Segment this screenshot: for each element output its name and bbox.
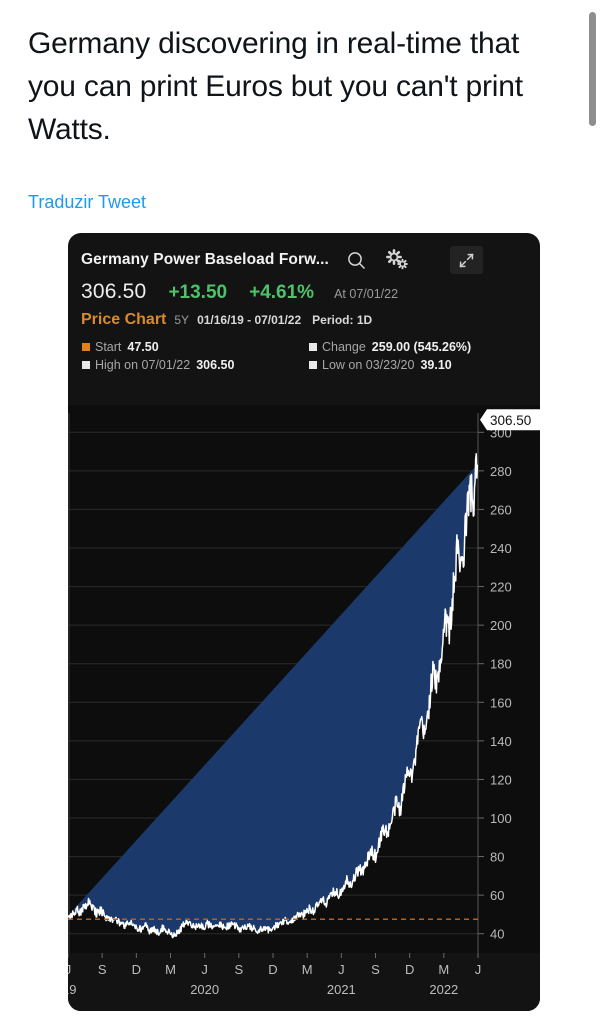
y-axis-tick-label: 80 xyxy=(490,850,504,865)
y-axis-tick-label: 200 xyxy=(490,618,512,633)
chart-title-row: Germany Power Baseload Forw... xyxy=(81,246,527,274)
x-axis-tick-label: M xyxy=(438,962,449,977)
y-axis-tick-label: 220 xyxy=(490,580,512,595)
y-axis-tick-label: 40 xyxy=(490,927,504,942)
legend-item-high: High on 07/01/22 306.50 xyxy=(82,356,234,374)
chart-toolbar xyxy=(347,246,483,274)
x-axis-year-label: 2022 xyxy=(429,982,458,997)
y-axis-tick-label: 60 xyxy=(490,888,504,903)
y-axis-tick-label: 120 xyxy=(490,772,512,787)
translate-tweet-link[interactable]: Traduzir Tweet xyxy=(28,192,147,212)
y-axis-tick-label: 240 xyxy=(490,541,512,556)
x-axis-tick-label: S xyxy=(98,962,107,977)
gears-icon[interactable] xyxy=(385,249,410,271)
legend-value: 306.50 xyxy=(196,358,235,372)
quote-row: 306.50 +13.50 +4.61% At 07/01/22 xyxy=(81,280,527,304)
collapse-icon[interactable] xyxy=(449,246,483,274)
chart-meta-row: Price Chart 5Y 01/16/19 - 07/01/22 Perio… xyxy=(81,311,527,329)
price-area-fill xyxy=(68,453,478,938)
last-price-badge: 306.50 xyxy=(480,409,540,431)
price-change-percent: +4.61% xyxy=(249,282,315,303)
chart-type-label: Price Chart xyxy=(81,311,167,328)
quote-asof: At 07/01/22 xyxy=(334,287,399,301)
date-range-label: 01/16/19 - 07/01/22 xyxy=(197,313,302,327)
last-price: 306.50 xyxy=(81,280,147,303)
legend-marker-white xyxy=(309,343,317,351)
legend-label: High on 07/01/22 xyxy=(95,358,191,372)
page-scrollbar[interactable] xyxy=(589,4,602,1020)
period-label: Period: 1D xyxy=(312,313,373,327)
legend-column-right: Change 259.00 (545.26%) Low on 03/23/20 … xyxy=(309,338,471,374)
x-axis-year-label: '19 xyxy=(68,982,76,997)
y-axis-tick-label: 100 xyxy=(490,811,512,826)
chart-card: Germany Power Baseload Forw... xyxy=(68,233,540,1011)
x-axis-tick-label: S xyxy=(234,962,243,977)
x-axis-tick-label: D xyxy=(132,962,141,977)
legend-column-left: Start 47.50 High on 07/01/22 306.50 xyxy=(82,338,234,374)
x-axis-tick-label: M xyxy=(165,962,176,977)
legend-value: 47.50 xyxy=(127,340,159,354)
x-axis-tick-label: J xyxy=(68,962,71,977)
x-axis-year-label: 2021 xyxy=(327,982,356,997)
search-icon[interactable] xyxy=(347,251,366,270)
legend-label: Low on 03/23/20 xyxy=(322,358,415,372)
legend-item-change: Change 259.00 (545.26%) xyxy=(309,338,471,356)
legend-item-low: Low on 03/23/20 39.10 xyxy=(309,356,471,374)
legend-marker-orange xyxy=(82,343,90,351)
y-axis-tick-label: 140 xyxy=(490,734,512,749)
x-axis-tick-label: M xyxy=(302,962,313,977)
tweet-body-text: Germany discovering in real-time that yo… xyxy=(28,27,532,146)
legend-value: 259.00 (545.26%) xyxy=(371,340,472,354)
legend-marker-white xyxy=(309,361,317,369)
page-scrollbar-thumb[interactable] xyxy=(589,12,596,126)
x-axis-tick-label: J xyxy=(201,962,208,977)
price-change: +13.50 xyxy=(168,282,228,303)
y-axis-tick-label: 160 xyxy=(490,695,512,710)
x-axis-tick-label: D xyxy=(268,962,277,977)
x-axis-tick-label: S xyxy=(371,962,380,977)
x-axis-tick-label: D xyxy=(405,962,414,977)
chart-legend: Start 47.50 High on 07/01/22 306.50 Chan… xyxy=(81,338,527,374)
price-chart-plot[interactable]: 40 60 80 100 120 140 160 180 200 220 240 260 280 300 J… xyxy=(68,405,540,1011)
x-axis-tick-label: J xyxy=(475,962,482,977)
legend-label: Start xyxy=(95,340,122,354)
price-line xyxy=(68,453,479,939)
legend-item-start: Start 47.50 xyxy=(82,338,234,356)
legend-marker-white xyxy=(82,361,90,369)
y-axis-tick-label: 260 xyxy=(490,502,512,517)
range-label[interactable]: 5Y xyxy=(174,313,190,327)
y-axis-tick-label: 280 xyxy=(490,464,512,479)
svg-text:306.50: 306.50 xyxy=(490,413,531,428)
x-axis-year-label: 2020 xyxy=(190,982,219,997)
legend-label: Change xyxy=(322,340,366,354)
legend-value: 39.10 xyxy=(420,358,452,372)
chart-card-header: Germany Power Baseload Forw... xyxy=(68,233,540,374)
x-axis-tick-label: J xyxy=(338,962,345,977)
y-axis-tick-label: 180 xyxy=(490,657,512,672)
chart-title: Germany Power Baseload Forw... xyxy=(81,251,329,268)
